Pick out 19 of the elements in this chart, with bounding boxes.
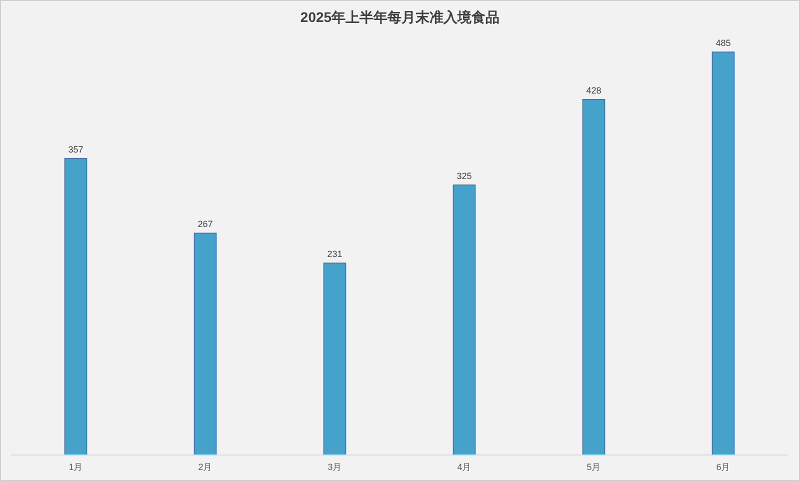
data-label: 325 [456,170,472,181]
chart-title: 2025年上半年每月末准入境食品 [300,9,500,25]
bar [452,184,476,456]
bar [712,52,735,456]
bar [64,158,88,456]
data-label: 231 [327,249,342,260]
bar [323,262,346,456]
data-label: 267 [198,219,213,230]
x-tick-label: 5月 [586,462,601,472]
data-label: 357 [68,144,84,154]
x-tick-label: 4月 [457,462,472,472]
x-tick-label: 1月 [68,462,83,472]
bar [582,98,606,456]
x-tick-label: 6月 [716,462,730,472]
x-tick-label: 3月 [328,462,342,472]
data-label: 485 [716,38,731,48]
x-tick-label: 2月 [198,462,212,472]
bar [194,232,217,456]
data-label: 428 [586,85,602,96]
